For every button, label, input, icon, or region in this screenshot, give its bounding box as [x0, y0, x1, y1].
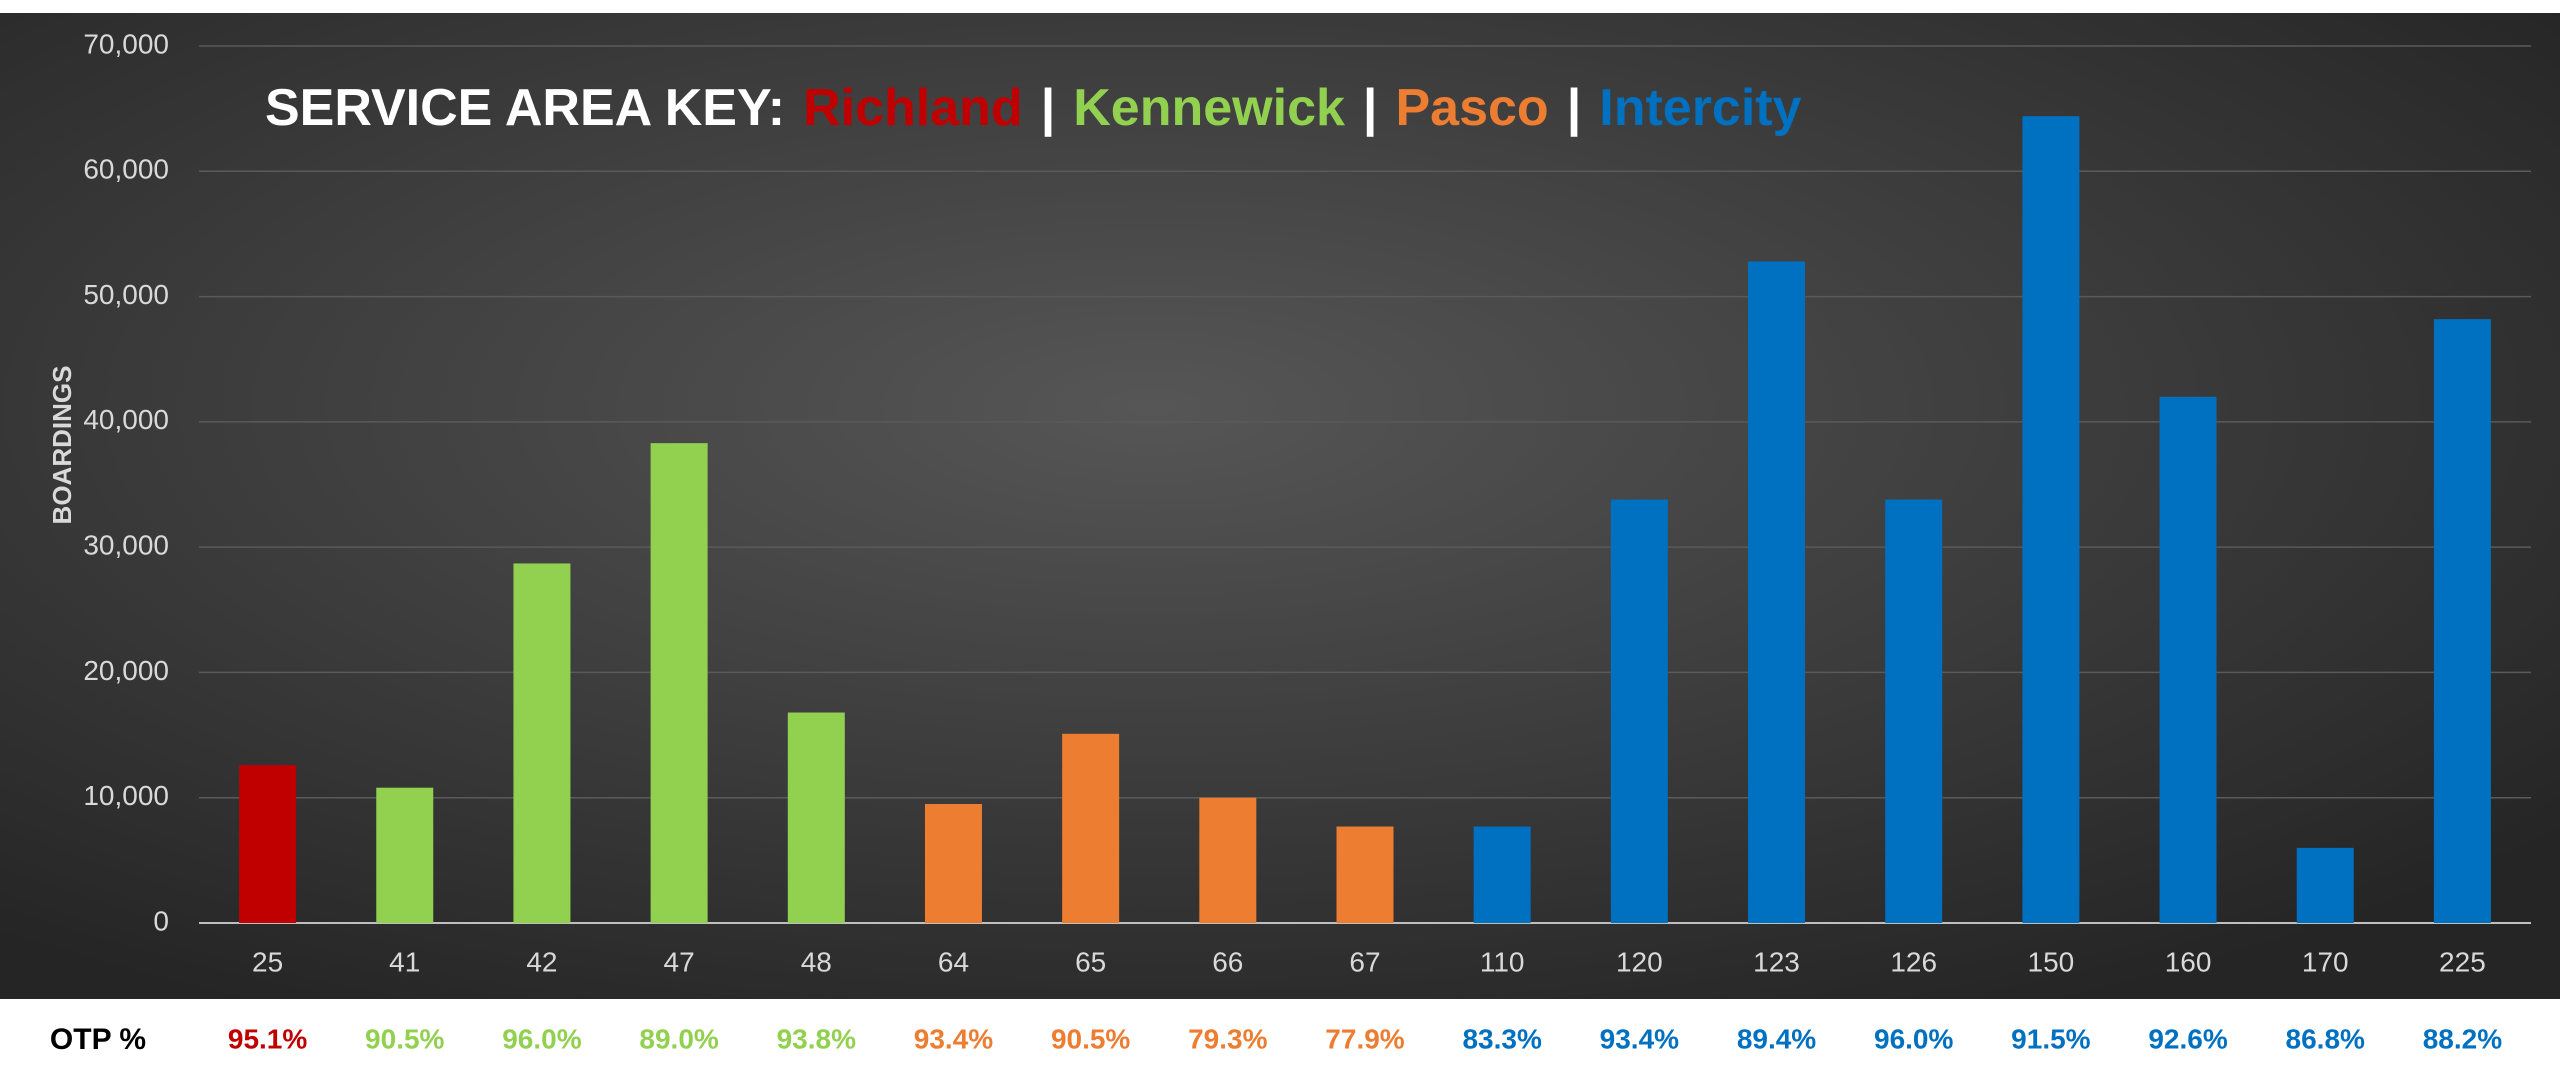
- service-area-key: SERVICE AREA KEY: Richland | Kennewick | Pasc…: [265, 79, 1802, 137]
- otp-value: 89.0%: [639, 1023, 718, 1054]
- bar: [1748, 261, 1806, 923]
- otp-value: 88.2%: [2423, 1023, 2502, 1054]
- key-item: Kennewick: [1073, 79, 1345, 137]
- bar: [2433, 319, 2491, 923]
- key-item: Intercity: [1599, 79, 1801, 137]
- otp-value: 96.0%: [1874, 1023, 1953, 1054]
- bar: [2022, 116, 2080, 923]
- otp-label: OTP %: [50, 1023, 146, 1056]
- y-tick-label: 40,000: [83, 404, 169, 435]
- bar: [924, 803, 982, 923]
- x-tick-label: 123: [1753, 946, 1800, 977]
- x-tick-label: 120: [1616, 946, 1663, 977]
- otp-value: 83.3%: [1462, 1023, 1541, 1054]
- otp-value: 90.5%: [365, 1023, 444, 1054]
- bar: [376, 787, 434, 923]
- y-tick-label: 60,000: [83, 154, 169, 185]
- bar: [1473, 826, 1531, 923]
- otp-value: 93.4%: [914, 1023, 993, 1054]
- x-tick-label: 41: [389, 946, 420, 977]
- x-tick-label: 42: [526, 946, 557, 977]
- key-separator: |: [1567, 79, 1582, 137]
- y-tick-label: 10,000: [83, 780, 169, 811]
- otp-value: 90.5%: [1051, 1023, 1130, 1054]
- bar: [1610, 499, 1668, 923]
- x-tick-label: 170: [2302, 946, 2349, 977]
- key-separator: |: [1041, 79, 1056, 137]
- plot: [199, 45, 2531, 924]
- bar: [650, 443, 708, 923]
- bar: [1885, 499, 1943, 923]
- bar: [513, 563, 571, 923]
- otp-value: 77.9%: [1325, 1023, 1404, 1054]
- key-item: Pasco: [1395, 79, 1548, 137]
- x-tick-label: 126: [1890, 946, 1937, 977]
- y-tick-label: 20,000: [83, 655, 169, 686]
- otp-value: 95.1%: [228, 1023, 307, 1054]
- otp-value: 79.3%: [1188, 1023, 1267, 1054]
- otp-value: 89.4%: [1737, 1023, 1816, 1054]
- key-label: SERVICE AREA KEY:: [265, 79, 785, 137]
- bar: [1062, 733, 1120, 923]
- x-tick-label: 47: [664, 946, 695, 977]
- bar: [1336, 826, 1394, 923]
- y-tick-label: 0: [153, 905, 169, 936]
- bar: [787, 712, 845, 923]
- x-tick-label: 225: [2439, 946, 2486, 977]
- bar: [1199, 797, 1257, 923]
- x-tick-label: 150: [2028, 946, 2075, 977]
- bar: [2159, 396, 2217, 923]
- x-tick-label: 48: [801, 946, 832, 977]
- otp-value: 93.8%: [777, 1023, 856, 1054]
- x-tick-label: 64: [938, 946, 969, 977]
- otp-value: 86.8%: [2286, 1023, 2365, 1054]
- bar: [239, 765, 297, 923]
- x-tick-label: 65: [1075, 946, 1106, 977]
- y-tick-label: 50,000: [83, 279, 169, 310]
- key-item: Richland: [803, 79, 1023, 137]
- x-tick-label: 110: [1480, 946, 1525, 977]
- bar: [2296, 847, 2354, 923]
- x-tick-label: 66: [1212, 946, 1243, 977]
- otp-value: 91.5%: [2011, 1023, 2090, 1054]
- x-tick-label: 25: [252, 946, 283, 977]
- y-tick-label: 30,000: [83, 530, 169, 561]
- key-separator: |: [1363, 79, 1378, 137]
- x-tick-label: 67: [1349, 946, 1380, 977]
- y-axis-label: BOARDINGS: [47, 366, 77, 525]
- otp-value: 93.4%: [1600, 1023, 1679, 1054]
- y-tick-label: 70,000: [83, 28, 169, 59]
- otp-value: 96.0%: [502, 1023, 581, 1054]
- x-tick-label: 160: [2165, 946, 2212, 977]
- otp-value: 92.6%: [2148, 1023, 2227, 1054]
